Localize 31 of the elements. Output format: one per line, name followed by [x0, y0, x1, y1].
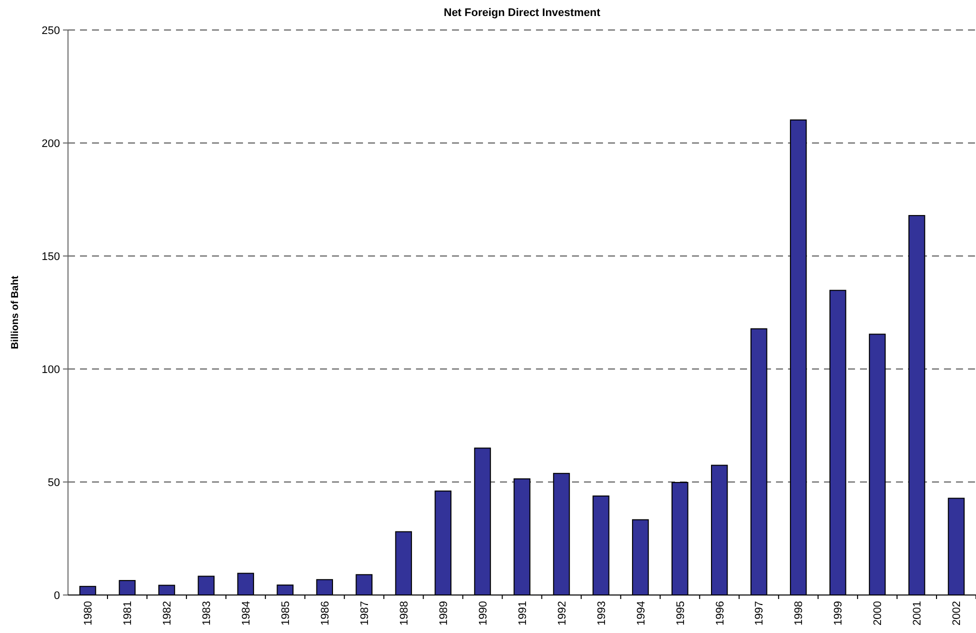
x-tick-label: 1990: [477, 601, 490, 626]
y-tick-label: 250: [42, 24, 60, 37]
chart-title: Net Foreign Direct Investment: [444, 7, 601, 19]
x-tick-label: 1982: [162, 601, 174, 626]
x-tick-label: 1997: [754, 601, 766, 626]
y-tick-label: 150: [42, 250, 60, 263]
x-tick-label: 1992: [556, 601, 568, 626]
x-tick-label: 1993: [596, 601, 608, 626]
x-tick-label: 1986: [319, 601, 332, 626]
y-tick-label: 0: [54, 590, 60, 602]
x-tick-label: 1999: [832, 601, 845, 626]
x-tick-label: 2000: [872, 601, 884, 626]
x-tick-label: 1998: [793, 601, 806, 626]
x-tick-label: 2002: [951, 601, 964, 626]
x-tick-label: 1987: [358, 601, 371, 626]
x-tick-label: 1980: [82, 601, 95, 626]
x-tick-label: 1983: [201, 601, 214, 626]
x-tick-label: 1989: [438, 601, 450, 626]
y-tick-label: 50: [48, 476, 60, 489]
x-tick-label: 1995: [674, 601, 687, 626]
x-tick-label: 1988: [398, 601, 410, 626]
x-tick-label: 1996: [714, 601, 726, 626]
x-tick-label: 1985: [280, 601, 292, 626]
y-tick-label: 100: [42, 364, 60, 376]
x-tick-label: 2001: [912, 601, 924, 626]
y-tick-label: 200: [42, 138, 60, 150]
x-tick-label: 1991: [516, 601, 529, 626]
x-tick-label: 1984: [240, 601, 252, 626]
x-tick-label: 1994: [635, 601, 648, 626]
y-axis-title: Billions of Baht: [10, 275, 21, 350]
x-tick-label: 1981: [122, 601, 134, 626]
